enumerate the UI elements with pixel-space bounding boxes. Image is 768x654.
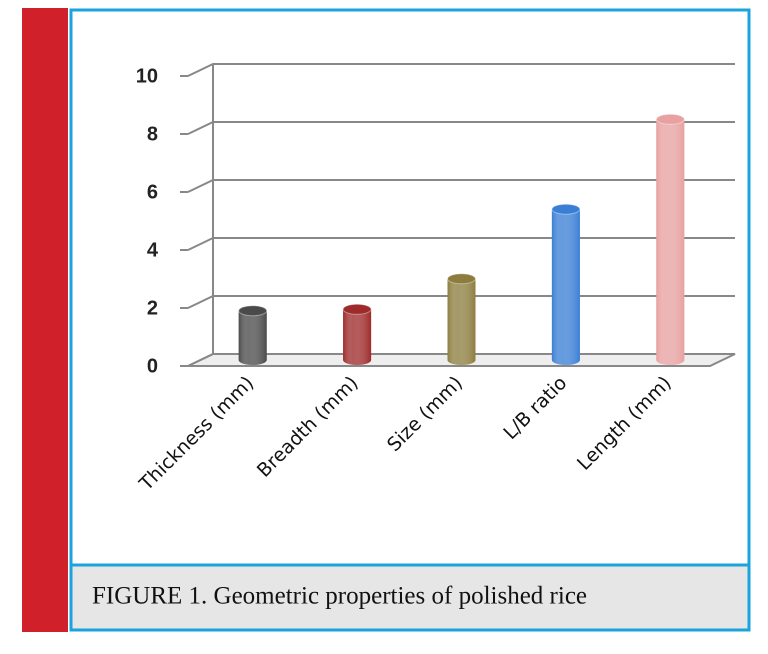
bar-top: [551, 203, 581, 215]
bar-top: [655, 113, 685, 125]
bar: [655, 113, 685, 365]
bar-shine: [343, 309, 372, 365]
bar-top: [238, 305, 268, 317]
bar: [238, 305, 268, 365]
bar-shine: [238, 310, 267, 365]
bar-shine: [551, 209, 580, 365]
y-tick-label: 10: [136, 65, 158, 87]
bar-shine: [447, 278, 476, 365]
bar: [342, 303, 372, 365]
bar-top: [342, 303, 372, 315]
bar: [551, 203, 581, 365]
bar-shine: [656, 119, 685, 365]
y-tick-label: 2: [147, 297, 158, 319]
grid-line: [187, 121, 735, 135]
side-bar: [22, 8, 68, 632]
frame: [69, 8, 751, 632]
y-tick-label: 0: [147, 355, 158, 377]
bar-top: [447, 273, 476, 285]
y-tick-label: 4: [147, 239, 159, 261]
grid-line: [187, 63, 735, 77]
bar: [447, 273, 476, 365]
caption-box: [69, 563, 751, 632]
grid-line: [187, 179, 735, 193]
y-tick-label: 8: [147, 123, 158, 145]
y-tick-label: 6: [147, 181, 158, 203]
caption: FIGURE 1. Geometric properties of polish…: [92, 583, 587, 610]
